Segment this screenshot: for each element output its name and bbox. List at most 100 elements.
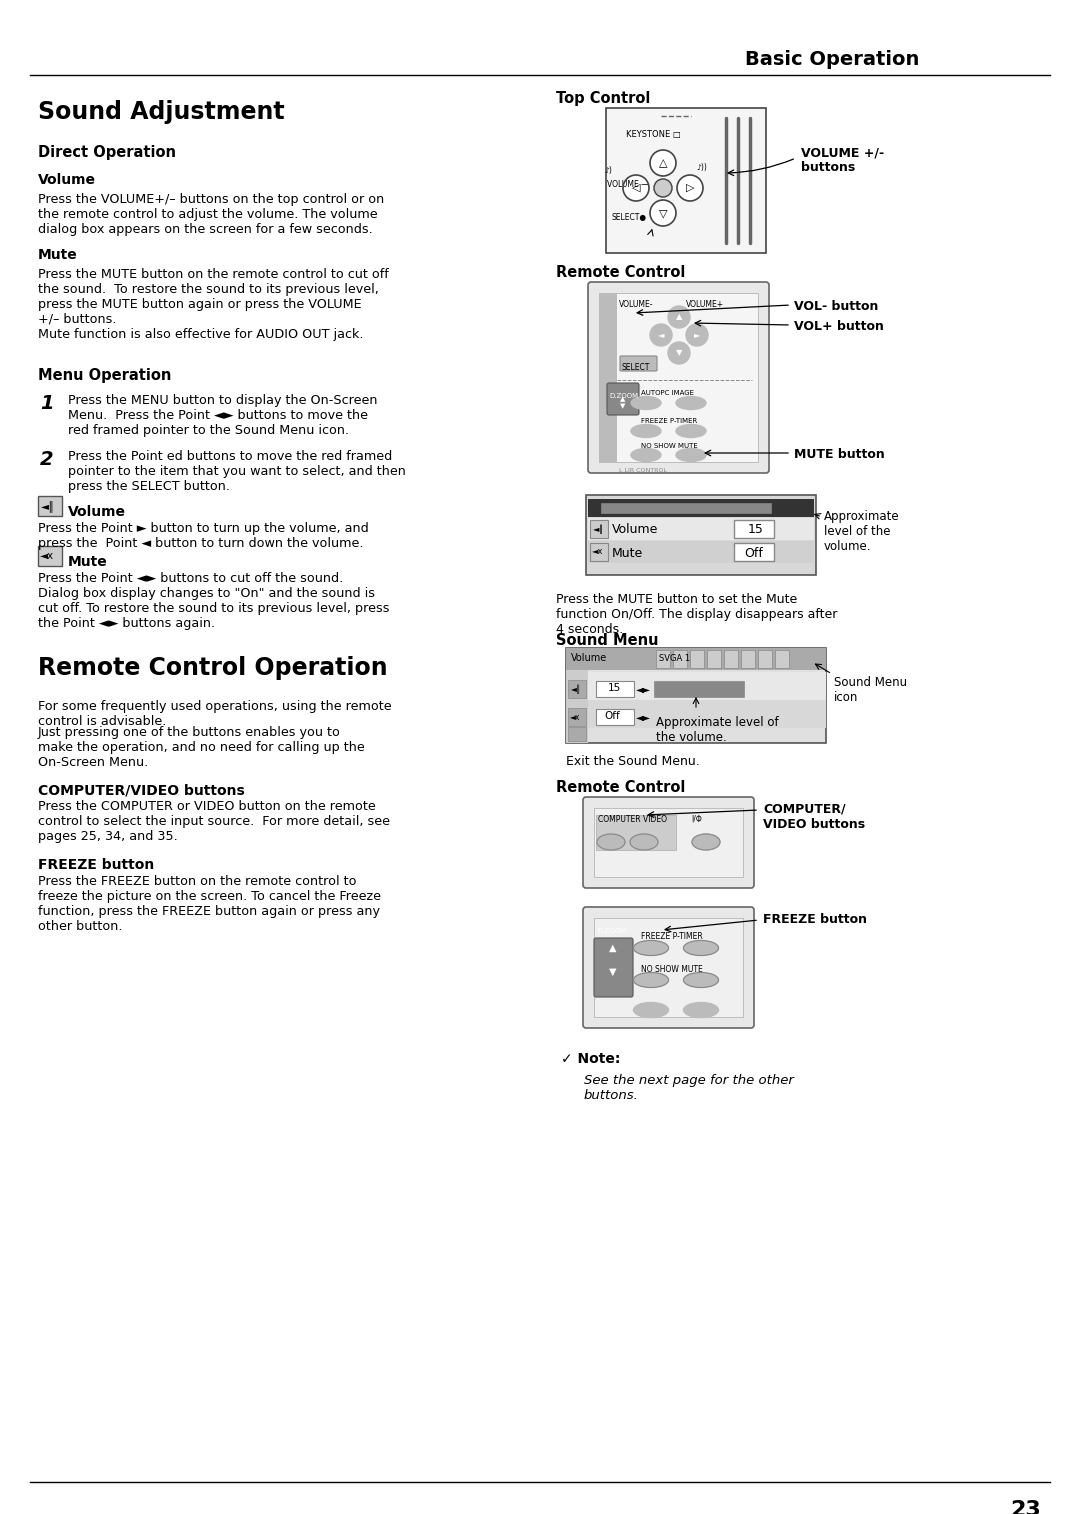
Text: SELECT●: SELECT●	[611, 213, 646, 223]
Ellipse shape	[630, 834, 658, 849]
Text: FREEZE button: FREEZE button	[762, 913, 867, 927]
Text: ◄x: ◄x	[592, 548, 604, 557]
Text: ✓ Note:: ✓ Note:	[561, 1052, 620, 1066]
FancyBboxPatch shape	[673, 650, 687, 668]
Text: ▼: ▼	[609, 967, 617, 977]
Text: KEYSTONE □: KEYSTONE □	[626, 130, 680, 139]
Text: L LIR CONTROL: L LIR CONTROL	[619, 468, 666, 472]
FancyBboxPatch shape	[590, 544, 608, 562]
FancyBboxPatch shape	[656, 650, 670, 668]
Text: I/Φ: I/Φ	[691, 815, 702, 824]
Text: Volume: Volume	[612, 522, 659, 536]
Text: ♪)): ♪))	[696, 164, 707, 173]
Text: Exit the Sound Menu.: Exit the Sound Menu.	[566, 755, 700, 768]
Text: VOLUME +/-
buttons: VOLUME +/- buttons	[801, 145, 885, 174]
Text: Menu Operation: Menu Operation	[38, 368, 172, 383]
FancyBboxPatch shape	[620, 356, 657, 371]
Text: Remote Control: Remote Control	[556, 780, 686, 795]
Text: △: △	[659, 157, 667, 168]
Circle shape	[650, 324, 672, 347]
Text: Basic Operation: Basic Operation	[745, 50, 919, 70]
Text: ▲: ▲	[676, 312, 683, 321]
Text: Approximate
level of the
volume.: Approximate level of the volume.	[824, 510, 900, 553]
Text: ►: ►	[693, 330, 700, 339]
Circle shape	[677, 176, 703, 201]
Text: ◄: ◄	[658, 330, 664, 339]
Text: Press the MUTE button on the remote control to cut off
the sound.  To restore th: Press the MUTE button on the remote cont…	[38, 268, 389, 341]
Text: VOL- button: VOL- button	[794, 300, 878, 313]
Text: AUTOPC IMAGE: AUTOPC IMAGE	[642, 391, 694, 397]
FancyBboxPatch shape	[588, 672, 826, 699]
Text: FREEZE P-TIMER: FREEZE P-TIMER	[642, 933, 703, 942]
FancyBboxPatch shape	[586, 495, 816, 575]
Text: D.ZOOM: D.ZOOM	[609, 394, 638, 400]
Text: ◄x: ◄x	[570, 713, 580, 722]
Circle shape	[650, 150, 676, 176]
Text: Press the Point ed buttons to move the red framed
pointer to the item that you w: Press the Point ed buttons to move the r…	[68, 450, 406, 494]
Text: ◄►: ◄►	[636, 684, 651, 693]
FancyBboxPatch shape	[568, 680, 586, 698]
Ellipse shape	[676, 397, 706, 409]
Text: COMPUTER VIDEO: COMPUTER VIDEO	[598, 815, 667, 824]
FancyBboxPatch shape	[707, 650, 721, 668]
Ellipse shape	[634, 1002, 669, 1017]
Ellipse shape	[676, 448, 706, 462]
Text: Press the MUTE button to set the Mute
function On/Off. The display disappears af: Press the MUTE button to set the Mute fu…	[556, 593, 837, 636]
FancyBboxPatch shape	[596, 681, 634, 696]
Text: 15: 15	[608, 683, 621, 693]
FancyBboxPatch shape	[583, 796, 754, 889]
Text: Mute: Mute	[612, 547, 644, 560]
FancyBboxPatch shape	[758, 650, 772, 668]
Ellipse shape	[631, 424, 661, 438]
Text: VOLUME+: VOLUME+	[686, 300, 724, 309]
Text: FREEZE P-TIMER: FREEZE P-TIMER	[642, 418, 698, 424]
Text: Press the VOLUME+/– buttons on the top control or on
the remote control to adjus: Press the VOLUME+/– buttons on the top c…	[38, 192, 384, 236]
Ellipse shape	[634, 940, 669, 955]
FancyBboxPatch shape	[588, 500, 814, 516]
Circle shape	[686, 324, 708, 347]
FancyBboxPatch shape	[596, 709, 634, 725]
Text: NO SHOW MUTE: NO SHOW MUTE	[642, 444, 698, 450]
Text: 15: 15	[748, 522, 764, 536]
FancyBboxPatch shape	[724, 650, 738, 668]
Ellipse shape	[631, 448, 661, 462]
Text: Off: Off	[604, 712, 620, 721]
Text: Sound Adjustment: Sound Adjustment	[38, 100, 285, 124]
Ellipse shape	[634, 972, 669, 987]
Text: Volume: Volume	[68, 506, 126, 519]
Text: ▲: ▲	[609, 943, 617, 952]
Text: ◄►: ◄►	[636, 712, 651, 722]
FancyBboxPatch shape	[594, 808, 743, 877]
Text: Volume: Volume	[571, 653, 607, 663]
Text: ▽: ▽	[659, 207, 667, 218]
FancyBboxPatch shape	[606, 107, 766, 253]
Ellipse shape	[676, 424, 706, 438]
Text: VOL+ button: VOL+ button	[794, 319, 883, 333]
FancyBboxPatch shape	[568, 727, 586, 740]
Text: Mute: Mute	[68, 556, 108, 569]
FancyBboxPatch shape	[594, 939, 633, 998]
Text: Press the FREEZE button on the remote control to
freeze the picture on the scree: Press the FREEZE button on the remote co…	[38, 875, 381, 933]
Ellipse shape	[684, 1002, 718, 1017]
Text: ◁: ◁	[632, 183, 640, 192]
FancyBboxPatch shape	[588, 540, 814, 563]
FancyBboxPatch shape	[566, 648, 826, 671]
Circle shape	[654, 179, 672, 197]
Text: Direct Operation: Direct Operation	[38, 145, 176, 160]
FancyBboxPatch shape	[734, 544, 774, 562]
Text: VOLUME-: VOLUME-	[619, 300, 653, 309]
Text: Press the MENU button to display the On-Screen
Menu.  Press the Point ◄► buttons: Press the MENU button to display the On-…	[68, 394, 378, 438]
Text: Sound Menu
icon: Sound Menu icon	[834, 675, 907, 704]
FancyBboxPatch shape	[599, 294, 617, 462]
Text: ▲
▼: ▲ ▼	[620, 397, 625, 409]
Text: COMPUTER/VIDEO buttons: COMPUTER/VIDEO buttons	[38, 783, 245, 796]
Text: Off: Off	[744, 547, 762, 560]
Text: Mute: Mute	[38, 248, 78, 262]
FancyBboxPatch shape	[654, 681, 744, 696]
FancyBboxPatch shape	[600, 503, 771, 513]
Text: Press the Point ► button to turn up the volume, and
press the  Point ◄ button to: Press the Point ► button to turn up the …	[38, 522, 368, 550]
Text: 1: 1	[40, 394, 54, 413]
FancyBboxPatch shape	[38, 497, 62, 516]
Ellipse shape	[692, 834, 720, 849]
FancyBboxPatch shape	[599, 294, 758, 462]
